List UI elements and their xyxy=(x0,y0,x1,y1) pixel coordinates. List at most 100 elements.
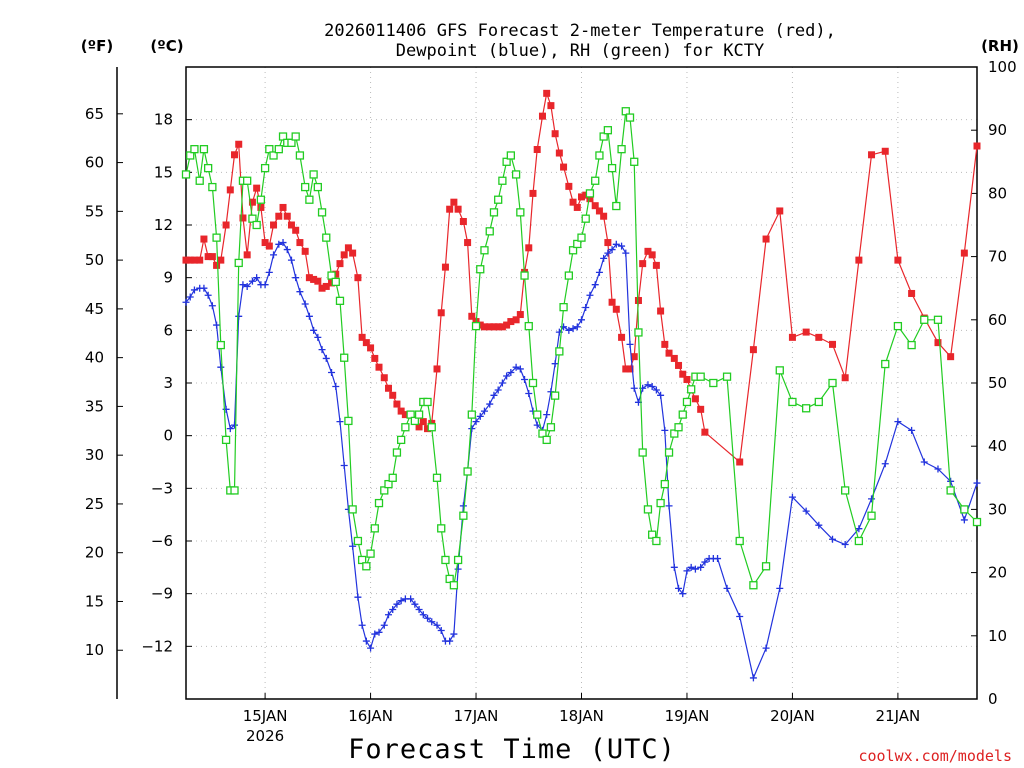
dewpoint-series xyxy=(182,239,981,682)
relative-humidity-point xyxy=(243,176,252,185)
relative-humidity-point xyxy=(295,151,305,160)
temperature-point xyxy=(855,256,863,264)
relative-humidity-point xyxy=(181,170,191,179)
temperature-point xyxy=(186,256,194,264)
relative-humidity-point xyxy=(577,233,586,242)
dewpoint-point xyxy=(480,407,488,415)
relative-humidity-point xyxy=(612,201,621,211)
relative-humidity-point xyxy=(199,145,209,154)
dewpoint-point xyxy=(626,340,634,348)
dewpoint-point xyxy=(569,325,577,333)
temperature-point xyxy=(328,279,336,287)
dewpoint-point xyxy=(762,644,770,652)
relative-humidity-point xyxy=(327,271,336,280)
temperature-point xyxy=(314,277,322,285)
relative-humidity-point xyxy=(920,315,929,324)
relative-humidity-point xyxy=(370,524,379,533)
relative-humidity-point xyxy=(506,151,515,160)
temperature-point xyxy=(468,312,476,320)
relative-humidity-point xyxy=(664,448,674,457)
relative-humidity-point xyxy=(511,170,521,179)
relative-humidity-point xyxy=(392,448,402,457)
temperature-point xyxy=(182,256,190,264)
relative-humidity-point xyxy=(423,397,432,407)
relative-humidity-point xyxy=(722,372,732,381)
temperature-point xyxy=(749,346,757,354)
temperature-point xyxy=(762,235,770,243)
dewpoint-point xyxy=(600,254,608,262)
dewpoint-point xyxy=(815,521,823,529)
relative-humidity-point xyxy=(670,429,679,438)
relative-humidity-point xyxy=(301,182,310,192)
relative-humidity-point xyxy=(234,258,243,268)
rh-tick-label: 20 xyxy=(988,564,1007,582)
temperature-point xyxy=(433,365,441,373)
dewpoint-point xyxy=(503,372,511,380)
dewpoint-point xyxy=(472,418,480,426)
relative-humidity-point xyxy=(568,246,578,255)
relative-humidity-point xyxy=(380,486,389,495)
relative-humidity-point xyxy=(278,132,288,141)
relative-humidity-point xyxy=(331,277,340,287)
dewpoint-point xyxy=(354,593,362,601)
dewpoint-point xyxy=(261,281,269,289)
temperature-point xyxy=(881,147,889,155)
dewpoint-point xyxy=(612,240,620,248)
fahrenheit-tick-label: 50 xyxy=(85,251,104,269)
temperature-point xyxy=(547,102,555,110)
celsius-tick-label: 3 xyxy=(163,374,173,392)
celsius-tick-label: −6 xyxy=(151,532,173,550)
temperature-point xyxy=(701,428,709,436)
temperature-point xyxy=(670,354,678,362)
temperature-point xyxy=(261,239,269,247)
relative-humidity-point xyxy=(634,328,643,337)
temperature-point xyxy=(362,339,370,347)
relative-humidity-point xyxy=(555,347,564,356)
dewpoint-point xyxy=(301,300,309,308)
relative-humidity-point xyxy=(524,321,533,331)
chart-title-line-1: 2026011406 GFS Forecast 2-meter Temperat… xyxy=(324,21,836,41)
fahrenheit-tick-label: 60 xyxy=(85,154,104,172)
dewpoint-point xyxy=(723,584,731,592)
dewpoint-point xyxy=(231,421,239,429)
dewpoint-point xyxy=(498,379,506,387)
dewpoint-point xyxy=(446,637,454,645)
relative-humidity-point xyxy=(498,176,507,185)
relative-humidity-point xyxy=(485,227,494,236)
x-tick-year-label: 2026 xyxy=(246,727,284,745)
dewpoint-point xyxy=(310,326,318,334)
temperature-point xyxy=(354,274,362,282)
dewpoint-point xyxy=(551,360,559,368)
relative-humidity-point xyxy=(362,562,371,571)
temperature-point xyxy=(516,311,524,319)
relative-humidity-point xyxy=(256,195,266,204)
dewpoint-point xyxy=(586,291,594,299)
temperature-point xyxy=(401,411,409,419)
temperature-point xyxy=(287,221,295,229)
chart-gridlines xyxy=(186,67,977,699)
dewpoint-point xyxy=(424,614,432,622)
chart-series-layer xyxy=(181,89,982,682)
relative-humidity-point xyxy=(960,505,969,514)
relative-humidity-point xyxy=(617,145,626,154)
relative-humidity-point xyxy=(463,467,472,476)
temperature-point xyxy=(612,305,620,313)
temperature-point xyxy=(543,89,551,97)
dewpoint-point xyxy=(328,368,336,376)
relative-humidity-point xyxy=(595,151,604,160)
dewpoint-point xyxy=(468,425,476,433)
dewpoint-point xyxy=(829,535,837,543)
rh-tick-label: 40 xyxy=(988,437,1007,455)
temperature-point xyxy=(322,282,330,290)
relative-humidity-point xyxy=(322,233,331,242)
relative-humidity-point xyxy=(208,182,217,192)
relative-humidity-point xyxy=(841,486,850,495)
temperature-point xyxy=(634,296,642,304)
temperature-point xyxy=(560,163,568,171)
dewpoint-point xyxy=(661,426,669,434)
dewpoint-point xyxy=(648,383,656,391)
temperature-point xyxy=(301,247,309,255)
x-tick-label: 20JAN xyxy=(770,707,815,725)
temperature-point xyxy=(204,253,212,261)
dewpoint-point xyxy=(371,630,379,638)
